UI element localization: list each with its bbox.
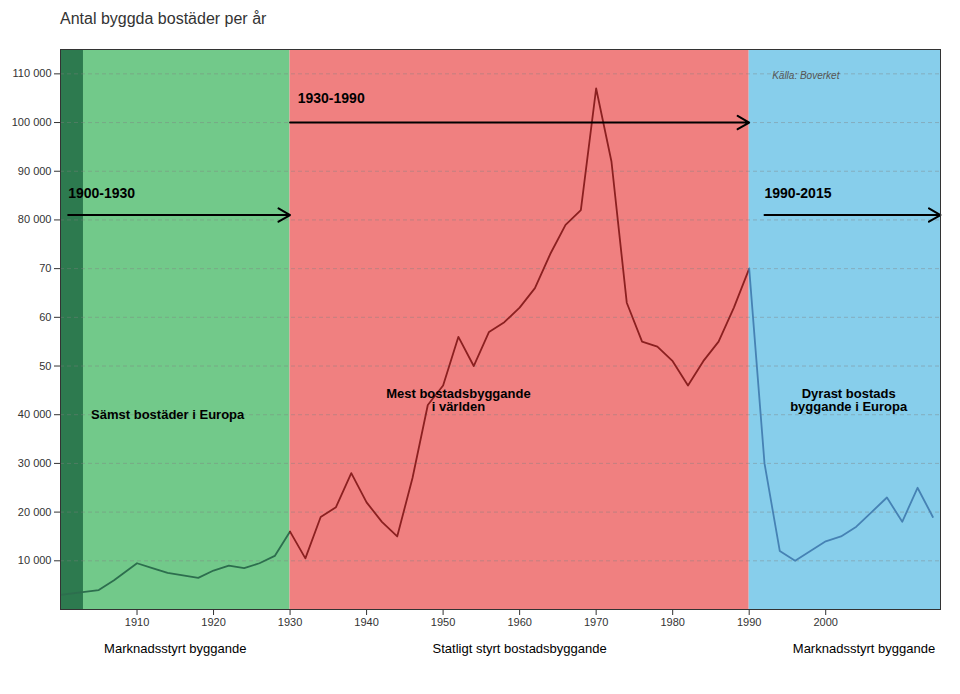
svg-text:1960: 1960 [507, 616, 531, 628]
svg-text:1980: 1980 [660, 616, 684, 628]
svg-text:1920: 1920 [201, 616, 225, 628]
svg-text:1900-1930: 1900-1930 [68, 185, 135, 201]
svg-text:1990-2015: 1990-2015 [765, 185, 832, 201]
svg-text:20 000: 20 000 [18, 506, 52, 518]
svg-text:60: 60 [39, 311, 51, 323]
svg-text:1930: 1930 [278, 616, 302, 628]
svg-text:Statligt styrt bostadsbyggande: Statligt styrt bostadsbyggande [433, 641, 607, 656]
svg-text:90 000: 90 000 [18, 165, 52, 177]
svg-text:30 000: 30 000 [18, 457, 52, 469]
svg-text:1950: 1950 [431, 616, 455, 628]
svg-text:1970: 1970 [584, 616, 608, 628]
html-text:Antal byggda bostäder per år: Antal byggda bostäder per år [60, 10, 267, 27]
svg-text:40 000: 40 000 [18, 408, 52, 420]
svg-text:Dyrast bostadsbyggande i Europ: Dyrast bostadsbyggande i Europa [790, 386, 908, 414]
svg-text:80 000: 80 000 [18, 213, 52, 225]
svg-text:Källa: Boverket: Källa: Boverket [772, 70, 840, 81]
svg-text:1930-1990: 1930-1990 [298, 90, 365, 106]
svg-text:Sämst bostäder i Europa: Sämst bostäder i Europa [91, 407, 245, 422]
svg-text:1940: 1940 [354, 616, 378, 628]
svg-text:Mest bostadsbyggandei världen: Mest bostadsbyggandei världen [386, 386, 530, 414]
svg-text:100 000: 100 000 [12, 116, 52, 128]
svg-text:10 000: 10 000 [18, 554, 52, 566]
svg-text:Marknadsstyrt byggande: Marknadsstyrt byggande [104, 641, 246, 656]
svg-text:110 000: 110 000 [13, 67, 52, 79]
svg-text:1910: 1910 [125, 616, 149, 628]
svg-text:Marknadsstyrt byggande: Marknadsstyrt byggande [793, 641, 935, 656]
svg-text:70: 70 [39, 262, 51, 274]
svg-text:1990: 1990 [737, 616, 761, 628]
svg-text:50: 50 [39, 360, 51, 372]
svg-text:2000: 2000 [813, 616, 837, 628]
